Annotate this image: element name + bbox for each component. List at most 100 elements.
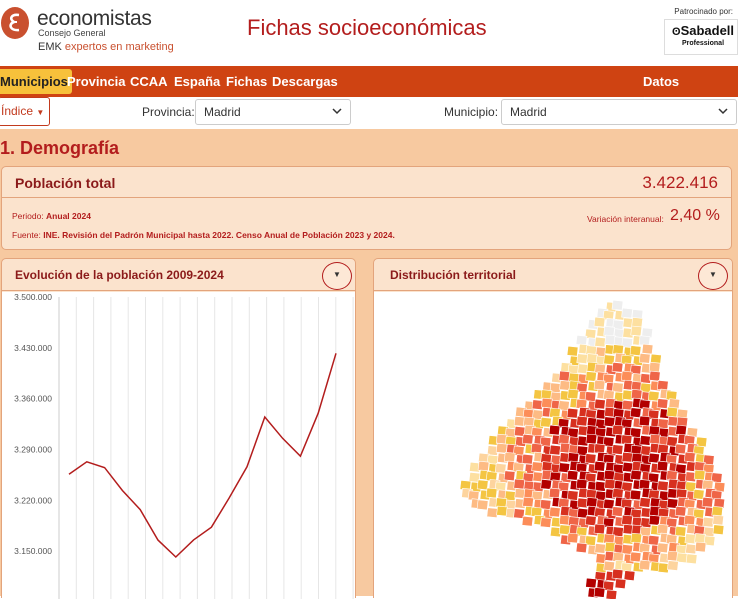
map-municipality[interactable] <box>566 345 579 357</box>
map-municipality[interactable] <box>611 506 624 517</box>
map-municipality[interactable] <box>668 398 681 409</box>
map-municipality[interactable] <box>611 299 624 311</box>
indice-dropdown-button[interactable]: Índice ▼ <box>0 97 50 126</box>
map-municipality[interactable] <box>656 398 669 409</box>
map-municipality[interactable] <box>630 469 642 481</box>
map-municipality[interactable] <box>702 516 715 528</box>
map-municipality[interactable] <box>549 526 562 538</box>
map-municipality[interactable] <box>641 327 654 339</box>
map-municipality[interactable] <box>620 370 633 382</box>
map-municipality[interactable] <box>548 487 561 499</box>
map-municipality[interactable] <box>513 478 526 490</box>
map-municipality[interactable] <box>558 434 570 445</box>
map-municipality[interactable] <box>604 478 616 490</box>
map-municipality[interactable] <box>611 568 624 580</box>
map-municipality[interactable] <box>549 444 561 456</box>
map-municipality[interactable] <box>594 543 606 554</box>
map-municipality[interactable] <box>575 334 588 346</box>
nav-item-fichas[interactable]: Fichas <box>226 74 268 89</box>
map-municipality[interactable] <box>656 460 669 472</box>
map-municipality[interactable] <box>629 407 642 418</box>
map-municipality[interactable] <box>605 589 618 601</box>
map-municipality[interactable] <box>503 451 516 463</box>
map-municipality[interactable] <box>575 542 588 554</box>
map-municipality[interactable] <box>548 424 561 436</box>
map-municipality[interactable] <box>611 444 624 455</box>
map-municipality[interactable] <box>656 542 669 554</box>
map-municipality[interactable] <box>594 481 607 492</box>
map-municipality[interactable] <box>522 496 534 508</box>
map-municipality[interactable] <box>593 379 606 391</box>
map-municipality[interactable] <box>701 496 714 508</box>
map-municipality[interactable] <box>694 541 707 553</box>
map-municipality[interactable] <box>593 460 606 472</box>
map-municipality[interactable] <box>513 416 526 427</box>
map-municipality[interactable] <box>612 488 624 499</box>
nav-item-datos-anteriores[interactable]: Datos anteriores <box>643 74 706 120</box>
map-municipality[interactable] <box>647 390 660 402</box>
map-municipality[interactable] <box>630 388 643 400</box>
map-municipality[interactable] <box>647 535 660 546</box>
nav-item-descargas[interactable]: Descargas <box>272 74 338 89</box>
map-municipality[interactable] <box>657 562 670 574</box>
map-municipality[interactable] <box>531 399 544 410</box>
map-municipality[interactable] <box>531 461 543 473</box>
nav-item-ccaa[interactable]: CCAA <box>130 74 168 89</box>
nav-item-espana[interactable]: España <box>174 74 221 89</box>
provincia-select[interactable]: Madrid <box>195 99 351 125</box>
map-municipality[interactable] <box>630 325 643 337</box>
map-municipality[interactable] <box>650 353 662 365</box>
map-municipality[interactable] <box>584 453 597 464</box>
map-municipality[interactable] <box>675 424 687 436</box>
sponsor-logo[interactable]: ʘSabadell Professional <box>664 19 738 55</box>
map-municipality[interactable] <box>648 370 661 382</box>
map-municipality[interactable] <box>575 478 588 490</box>
map-municipality[interactable] <box>656 380 669 391</box>
map-municipality[interactable] <box>674 443 687 455</box>
map-municipality[interactable] <box>486 507 499 518</box>
map-menu-button[interactable]: ▼ <box>698 262 728 290</box>
map-municipality[interactable] <box>674 525 687 537</box>
map-municipality[interactable] <box>713 497 726 509</box>
map-municipality[interactable] <box>623 570 636 581</box>
map-municipality[interactable] <box>566 532 579 544</box>
map-municipality[interactable] <box>713 481 726 493</box>
map-municipality[interactable] <box>521 453 534 465</box>
map-municipality[interactable] <box>486 445 499 456</box>
map-municipality[interactable] <box>567 388 579 400</box>
map-municipality[interactable] <box>593 523 606 535</box>
map-municipality[interactable] <box>585 433 598 445</box>
map-municipality[interactable] <box>603 325 615 337</box>
map-municipality[interactable] <box>648 361 661 373</box>
map-municipality[interactable] <box>638 352 651 364</box>
map-municipality[interactable] <box>656 523 669 535</box>
map-municipality[interactable] <box>495 442 508 454</box>
map-municipality[interactable] <box>712 524 725 536</box>
map-municipality[interactable] <box>657 480 669 492</box>
evolution-menu-button[interactable]: ▼ <box>322 262 352 290</box>
map-municipality[interactable] <box>712 514 724 526</box>
map-municipality[interactable] <box>577 435 589 447</box>
map-municipality[interactable] <box>693 469 706 481</box>
map-municipality[interactable] <box>621 451 634 463</box>
map-municipality[interactable] <box>630 532 643 544</box>
map-municipality[interactable] <box>614 578 627 590</box>
map-municipality[interactable] <box>494 462 507 474</box>
map-municipality[interactable] <box>611 362 624 373</box>
map-municipality[interactable] <box>476 499 489 511</box>
map-municipality[interactable] <box>684 471 697 483</box>
nav-item-municipios[interactable]: Municipios <box>0 69 72 94</box>
map-municipality[interactable] <box>666 406 679 418</box>
map-municipality[interactable] <box>496 505 508 517</box>
map-municipality[interactable] <box>684 533 697 545</box>
map-municipality[interactable] <box>648 514 661 526</box>
map-municipality[interactable] <box>539 517 552 528</box>
map-municipality[interactable] <box>469 461 481 473</box>
map-municipality[interactable] <box>603 469 616 481</box>
map-municipality[interactable] <box>485 487 498 499</box>
map-municipality[interactable] <box>695 436 708 448</box>
map-municipality[interactable] <box>621 514 633 526</box>
map-municipality[interactable] <box>639 373 652 384</box>
map-municipality[interactable] <box>594 398 606 410</box>
map-municipality[interactable] <box>503 470 516 482</box>
